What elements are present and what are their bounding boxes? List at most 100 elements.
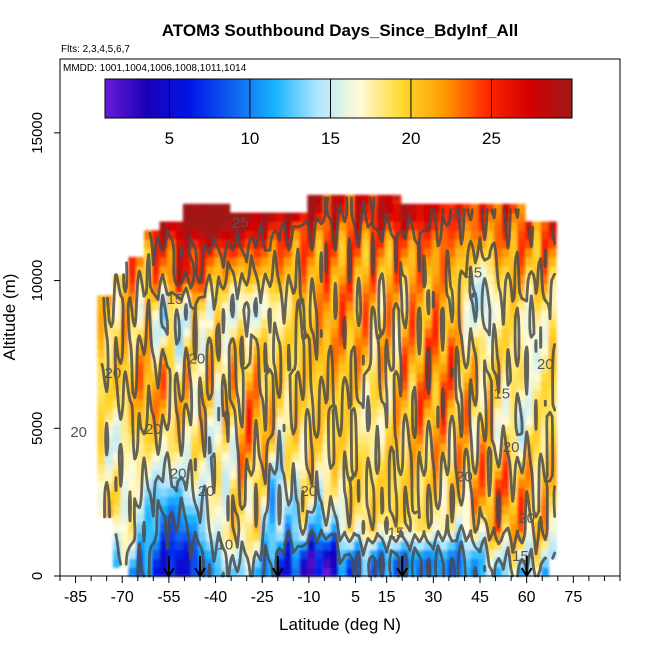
heatmap-cell (159, 363, 168, 373)
heatmap-cell (245, 434, 254, 444)
heatmap-cell (237, 469, 246, 480)
heatmap-cell (144, 460, 153, 471)
heatmap-cell (245, 212, 254, 223)
heatmap-cell (338, 194, 347, 205)
heatmap-cell (144, 354, 153, 364)
heatmap-cell (299, 230, 308, 240)
heatmap-cell (237, 221, 246, 231)
heatmap-cell (112, 292, 122, 302)
heatmap-cell (136, 381, 145, 391)
heatmap-cell (276, 478, 285, 488)
heatmap-cell (385, 310, 394, 320)
heatmap-cell (151, 310, 161, 320)
heatmap-cell (198, 327, 207, 338)
heatmap-cell (517, 336, 526, 347)
heatmap-cell (221, 478, 231, 488)
heatmap-cell (175, 398, 184, 409)
heatmap-cell (408, 248, 417, 258)
heatmap-cell (198, 407, 207, 418)
heatmap-cell (136, 301, 145, 311)
heatmap-cell (330, 522, 340, 533)
heatmap-cell (540, 221, 550, 231)
heatmap-cell (284, 212, 293, 223)
heatmap-cell (190, 505, 200, 515)
heatmap-cell (315, 310, 324, 320)
heatmap-cell (369, 354, 378, 364)
heatmap-cell (214, 558, 223, 568)
heatmap-cell (400, 540, 410, 550)
heatmap-cell (229, 212, 238, 223)
heatmap-cell (144, 327, 153, 338)
heatmap-cell (97, 384, 106, 394)
heatmap-cell (494, 239, 503, 249)
heatmap-cell (462, 567, 472, 577)
heatmap-cell (509, 505, 518, 515)
heatmap-cell (385, 319, 394, 329)
heatmap-cell (112, 407, 122, 418)
heatmap-cell (97, 401, 106, 412)
heatmap-cell (198, 230, 207, 240)
heatmap-cell (252, 363, 262, 373)
heatmap-cell (540, 363, 550, 373)
heatmap-cell (268, 522, 277, 533)
y-tick-label: 15000 (29, 112, 46, 154)
heatmap-cell (509, 203, 518, 214)
heatmap-cell (400, 221, 410, 231)
heatmap-cell (540, 416, 550, 426)
heatmap-cell (105, 384, 114, 394)
heatmap-cell (214, 336, 223, 347)
heatmap-cell (408, 451, 417, 462)
heatmap-cell (237, 256, 246, 267)
heatmap-cell (268, 478, 277, 488)
heatmap-cell (392, 345, 402, 356)
heatmap-cell (214, 389, 223, 400)
heatmap-cell (260, 496, 270, 506)
heatmap-cell (361, 549, 371, 559)
heatmap-cell (385, 283, 394, 293)
heatmap-cell (361, 336, 371, 347)
heatmap-cell (517, 478, 526, 488)
heatmap-cell (112, 319, 122, 329)
heatmap-cell (517, 310, 526, 320)
heatmap-cell (276, 239, 285, 249)
heatmap-cell (346, 469, 355, 480)
heatmap-cell (151, 283, 161, 293)
heatmap-cell (144, 345, 153, 356)
heatmap-cell (214, 567, 223, 577)
heatmap-cell (540, 496, 550, 506)
heatmap-cell (221, 487, 231, 497)
heatmap-cell (540, 451, 550, 462)
heatmap-cell (424, 248, 433, 258)
heatmap-cell (548, 531, 557, 542)
contour-label: 20 (198, 483, 215, 500)
heatmap-cell (369, 372, 378, 382)
heatmap-cell (159, 221, 168, 231)
heatmap-cell (548, 487, 557, 497)
heatmap-cell (377, 416, 386, 426)
heatmap-cell (416, 416, 425, 426)
heatmap-cell (517, 398, 526, 409)
heatmap-cell (338, 354, 347, 364)
heatmap-cell (532, 558, 542, 568)
heatmap-cell (408, 363, 417, 373)
heatmap-cell (120, 389, 130, 400)
heatmap-cell (509, 451, 518, 462)
heatmap-cell (416, 212, 425, 223)
heatmap-cell (175, 256, 184, 267)
heatmap-cell (501, 310, 511, 320)
heatmap-cell (548, 221, 557, 231)
heatmap-cell (392, 469, 402, 480)
heatmap-cell (431, 354, 441, 364)
contour-label: 20 (537, 356, 554, 373)
heatmap-cell (338, 336, 347, 347)
heatmap-cell (330, 327, 340, 338)
heatmap-cell (338, 274, 347, 285)
heatmap-cell (167, 310, 176, 320)
contour-label: 20 (170, 466, 187, 483)
heatmap-cell (307, 540, 316, 550)
colorbar-tick-label: 10 (240, 129, 259, 148)
heatmap-cell (439, 460, 448, 471)
heatmap-cell (260, 265, 270, 276)
heatmap-cell (392, 310, 402, 320)
heatmap-cell (369, 407, 378, 418)
